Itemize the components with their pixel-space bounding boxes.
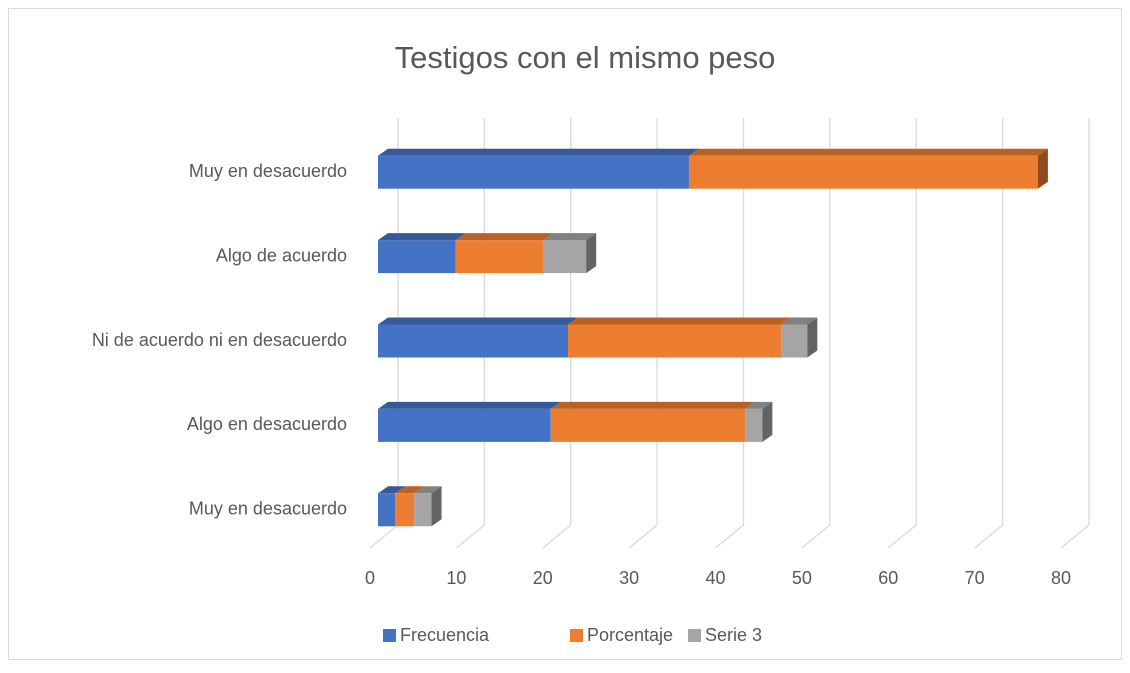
bar (568, 324, 782, 358)
legend-swatch (688, 629, 701, 642)
bar-side (586, 233, 597, 274)
bar (378, 408, 551, 442)
y-tick-label: Ni de acuerdo ni en desacuerdo (92, 330, 347, 350)
bar-top (745, 401, 773, 409)
bar-top (550, 401, 756, 409)
bar (395, 493, 415, 527)
bar-top (378, 317, 579, 325)
x-tick-label: 50 (792, 568, 812, 588)
grid-line (887, 118, 917, 549)
bar (455, 240, 543, 274)
bar (550, 408, 746, 442)
legend-swatch (570, 629, 583, 642)
grid-line (1060, 118, 1090, 549)
bar-top (395, 486, 425, 494)
bar-side (807, 317, 818, 358)
bar-top (378, 401, 561, 409)
grid-line (974, 118, 1004, 549)
legend-swatch (383, 629, 396, 642)
bar (378, 324, 569, 358)
bar-side (762, 401, 773, 442)
x-tick-label: 30 (619, 568, 639, 588)
y-tick-label: Muy en desacuerdo (189, 161, 347, 181)
x-tick-label: 40 (705, 568, 725, 588)
chart-title: Testigos con el mismo peso (395, 40, 776, 75)
legend-label: Serie 3 (705, 625, 762, 645)
x-tick-label: 70 (965, 568, 985, 588)
bar (542, 240, 587, 274)
bar-top (568, 317, 792, 325)
y-tick-label: Muy en desacuerdo (189, 499, 347, 519)
grid-line (801, 118, 831, 549)
y-tick-label: Algo en desacuerdo (187, 414, 347, 434)
bar (414, 493, 432, 527)
x-tick-label: 80 (1051, 568, 1071, 588)
legend-label: Porcentaje (587, 625, 673, 645)
y-tick-label: Algo de acuerdo (216, 245, 347, 265)
bar (378, 493, 396, 527)
x-tick-label: 10 (446, 568, 466, 588)
bar-side (431, 486, 442, 527)
bar (378, 155, 689, 189)
x-tick-label: 0 (365, 568, 375, 588)
x-tick-label: 60 (878, 568, 898, 588)
bar (378, 240, 456, 274)
bar (745, 408, 763, 442)
bar-top (781, 317, 818, 325)
bar-top (414, 486, 442, 494)
grid-line (628, 118, 658, 549)
bar-top (378, 233, 466, 241)
grid-line (715, 118, 745, 549)
bar (688, 155, 1038, 189)
bar-top (455, 233, 553, 241)
bar-top (542, 233, 597, 241)
bar-side (1037, 148, 1048, 189)
bar-top (378, 148, 699, 156)
bar-top (378, 486, 406, 494)
x-tick-label: 20 (533, 568, 553, 588)
bar (781, 324, 808, 358)
legend-label: Frecuencia (400, 625, 490, 645)
bar-top (688, 148, 1048, 156)
